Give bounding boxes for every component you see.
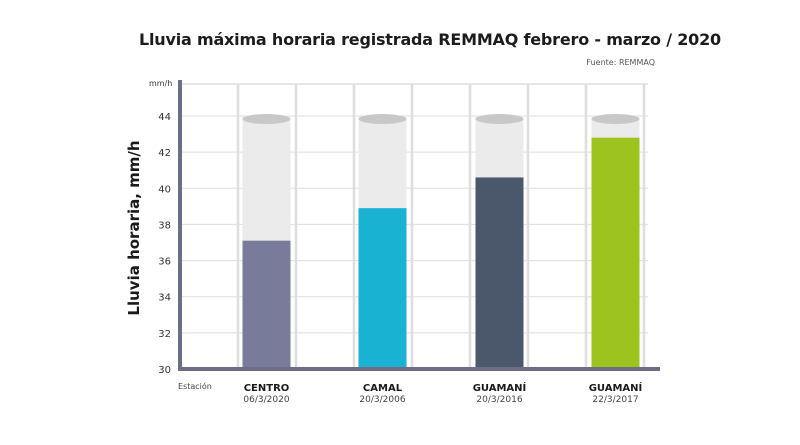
bar-top-ellipse bbox=[591, 114, 640, 124]
x-category-label: CENTRO bbox=[244, 383, 290, 394]
bar bbox=[591, 137, 640, 369]
x-axis-label: Estación bbox=[178, 381, 212, 391]
y-tick-label: 34 bbox=[158, 293, 171, 304]
bar bbox=[358, 208, 407, 369]
x-category-label: GUAMANÍ bbox=[589, 381, 643, 394]
bar-top-ellipse bbox=[475, 114, 524, 124]
y-unit-label: mm/h bbox=[149, 79, 172, 88]
bar bbox=[242, 240, 291, 369]
x-category-date: 22/3/2017 bbox=[592, 395, 638, 405]
y-tick-label: 42 bbox=[158, 148, 171, 159]
y-tick-label: 38 bbox=[158, 220, 171, 231]
bar-top-ellipse bbox=[358, 114, 407, 124]
y-axis-label: Lluvia horaria, mm/h bbox=[125, 140, 143, 315]
y-tick-label: 30 bbox=[158, 365, 171, 376]
y-tick-label: 44 bbox=[158, 112, 171, 123]
bar-top-ellipse bbox=[242, 114, 291, 124]
x-category-date: 06/3/2020 bbox=[243, 395, 289, 405]
bar bbox=[475, 177, 524, 369]
y-tick-label: 32 bbox=[158, 329, 171, 340]
x-category-label: GUAMANÍ bbox=[473, 381, 527, 394]
x-category-date: 20/3/2016 bbox=[476, 395, 522, 405]
chart-title: Lluvia máxima horaria registrada REMMAQ … bbox=[139, 30, 721, 49]
y-tick-label: 40 bbox=[158, 184, 171, 195]
x-category-label: CAMAL bbox=[363, 383, 403, 394]
x-category-date: 20/3/2006 bbox=[359, 395, 405, 405]
chart-source: Fuente: REMMAQ bbox=[586, 58, 655, 67]
axis-layer: 3032343638404244CENTRO06/3/2020CAMAL20/3… bbox=[158, 80, 660, 405]
bars-layer bbox=[242, 114, 640, 369]
y-tick-label: 36 bbox=[158, 257, 171, 268]
